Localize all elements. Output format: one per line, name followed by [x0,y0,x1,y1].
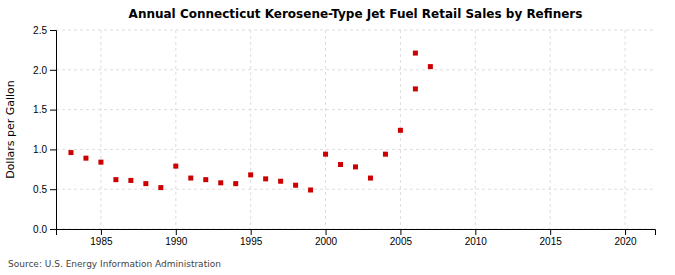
grid-line [100,30,101,229]
point [188,176,193,181]
point [308,187,313,192]
point [143,181,148,186]
tick-mark [50,70,56,71]
tick: 2015 [540,229,563,247]
point [413,51,418,56]
grid-line [550,30,551,229]
tick: 0.5 [33,184,56,195]
point [128,178,133,183]
tick-label: 2020 [614,236,637,247]
point [263,176,268,181]
tick-mark [101,229,102,235]
tick-label: 2005 [390,236,413,247]
point [83,156,88,161]
tick-label: 2010 [465,236,488,247]
tick: 1.0 [33,144,56,155]
tick-label: 2.0 [33,65,47,76]
tick-label: 1985 [90,236,113,247]
tick-label: 0.0 [33,224,47,235]
point [398,128,403,133]
points [68,51,432,193]
tick-mark [400,229,401,235]
tick-mark [50,110,56,111]
point [413,86,418,91]
point [233,181,238,186]
tick: 2005 [390,229,413,247]
point [383,152,388,157]
point [338,162,343,167]
tick-label: 1.0 [33,144,47,155]
grid-line [56,189,655,190]
tick-label: 0.5 [33,184,47,195]
tick-mark [251,229,252,235]
point [98,160,103,165]
tick: 1995 [240,229,263,247]
grid-line [175,30,176,229]
axis-line [57,230,656,236]
tick: 0.0 [33,224,56,235]
point [293,183,298,188]
tick: 1985 [90,229,113,247]
point [248,172,253,177]
title: Annual Connecticut Kerosene-Type Jet Fue… [129,7,583,21]
grid-line [56,69,655,70]
chart: 1985 1990 1995 2000 2005 2010 2015 2020 0.0 0.5 1.… [0,0,675,275]
tick-mark [326,229,327,235]
plot-area: 1985 1990 1995 2000 2005 2010 2015 2020 0.0 0.5 1.… [33,25,655,247]
point [68,150,73,155]
tick-label: 2015 [540,236,563,247]
tick-mark [475,229,476,235]
tick: 1.5 [33,104,56,115]
tick-label: 2.5 [33,25,47,36]
x-axis: 1985 1990 1995 2000 2005 2010 2015 2020 [57,229,656,247]
grid [56,30,655,229]
tick: 1990 [165,229,188,247]
point [323,152,328,157]
source-note: Source: U.S. Energy Information Administ… [8,259,221,269]
tick-label: 1995 [240,236,263,247]
tick-mark [50,30,56,31]
tick: 2020 [614,229,637,247]
tick: 2000 [315,229,338,247]
grid-line [325,30,326,229]
tick-mark [176,229,177,235]
tick-mark [50,189,56,190]
grid-line [56,149,655,150]
point [353,164,358,169]
axis-line [50,31,57,230]
tick-label: 2000 [315,236,338,247]
y-axis-title: Dollars per Gallon [4,80,17,179]
grid-line [475,30,476,229]
grid-line [625,30,626,229]
tick: 2.5 [33,25,56,36]
tick-mark [625,229,626,235]
point [278,179,283,184]
tick: 2010 [465,229,488,247]
point [218,180,223,185]
point [368,176,373,181]
tick-mark [50,229,56,230]
tick-mark [550,229,551,235]
grid-line [250,30,251,229]
point [113,177,118,182]
grid-line [56,30,655,31]
point [173,164,178,169]
y-axis: 0.0 0.5 1.0 1.5 2.0 2.5 [33,25,56,235]
point [428,64,433,69]
grid-line [56,109,655,110]
tick-label: 1.5 [33,104,47,115]
tick: 2.0 [33,65,56,76]
point [158,185,163,190]
point [203,177,208,182]
tick-mark [50,149,56,150]
tick-label: 1990 [165,236,188,247]
